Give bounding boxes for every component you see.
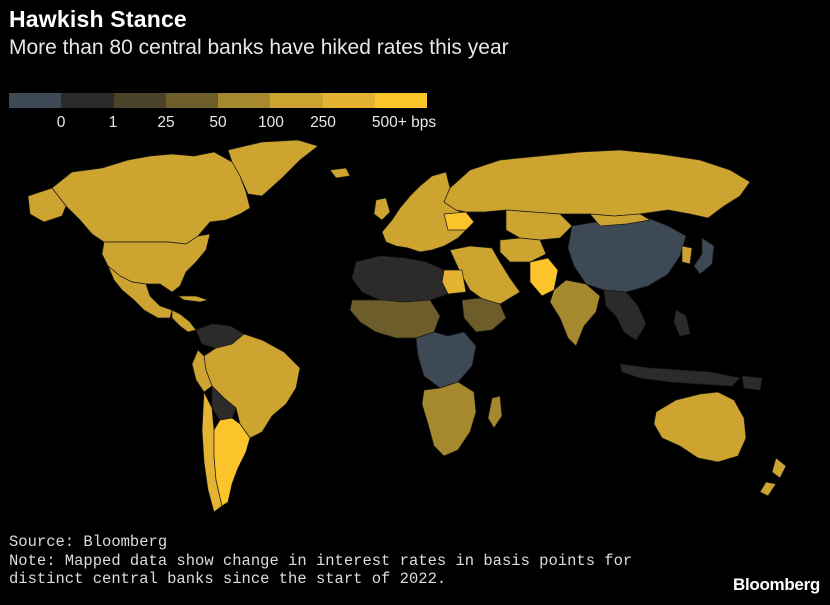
- madagascar: [487, 395, 503, 429]
- india: [549, 279, 601, 347]
- legend-color-bar: [9, 93, 428, 108]
- legend-swatch: [113, 93, 166, 108]
- footnote: Note: Mapped data show change in interes…: [9, 552, 633, 588]
- central-africa: [415, 331, 477, 389]
- legend-swatch: [9, 93, 62, 108]
- southeast-asia: [603, 289, 647, 341]
- west-africa: [349, 299, 441, 339]
- papua-new-guinea: [741, 375, 763, 391]
- legend-label: 50: [209, 114, 227, 131]
- mexico: [107, 265, 173, 319]
- chart-subtitle: More than 80 central banks have hiked ra…: [9, 36, 509, 59]
- legend-swatch: [270, 93, 323, 108]
- source-note: Source: Bloomberg: [9, 533, 168, 551]
- legend-label: 500+ bps: [371, 114, 437, 131]
- middle-east: [449, 245, 521, 305]
- legend-label: 250: [310, 114, 336, 131]
- japan: [693, 237, 715, 275]
- korea: [681, 245, 693, 265]
- legend-swatch: [322, 93, 376, 108]
- southern-africa: [421, 381, 477, 457]
- canada: [51, 151, 251, 245]
- caribbean: [176, 295, 210, 303]
- china: [567, 217, 687, 293]
- kazakhstan: [505, 209, 573, 241]
- world-map: [0, 135, 830, 525]
- legend-label: 25: [157, 114, 175, 131]
- russia: [443, 149, 751, 219]
- bloomberg-logo: Bloomberg: [732, 575, 820, 594]
- color-legend: 0 1 25 50 100 250 500+ bps: [9, 93, 449, 133]
- central-asia: [499, 237, 547, 263]
- legend-swatch: [61, 93, 114, 108]
- world-map-svg: [27, 139, 787, 513]
- united-kingdom: [373, 197, 391, 221]
- north-africa: [351, 255, 449, 303]
- legend-label: 0: [56, 114, 66, 131]
- united-states-alaska: [27, 187, 67, 223]
- central-america: [171, 309, 197, 333]
- argentina: [213, 417, 251, 507]
- iceland: [329, 167, 351, 179]
- new-zealand: [771, 457, 787, 479]
- australia: [653, 391, 747, 463]
- ukraine: [443, 211, 475, 231]
- mongolia: [589, 213, 651, 227]
- new-zealand-south: [759, 481, 777, 497]
- legend-swatch: [218, 93, 271, 108]
- legend-swatch: [165, 93, 219, 108]
- indonesia: [619, 363, 741, 387]
- legend-label: 1: [108, 114, 118, 131]
- legend-swatch: [375, 93, 428, 108]
- legend-label: 100: [258, 114, 284, 131]
- chart-title: Hawkish Stance: [9, 6, 187, 32]
- peru: [191, 349, 213, 393]
- horn-of-africa: [461, 297, 507, 333]
- philippines: [673, 309, 691, 337]
